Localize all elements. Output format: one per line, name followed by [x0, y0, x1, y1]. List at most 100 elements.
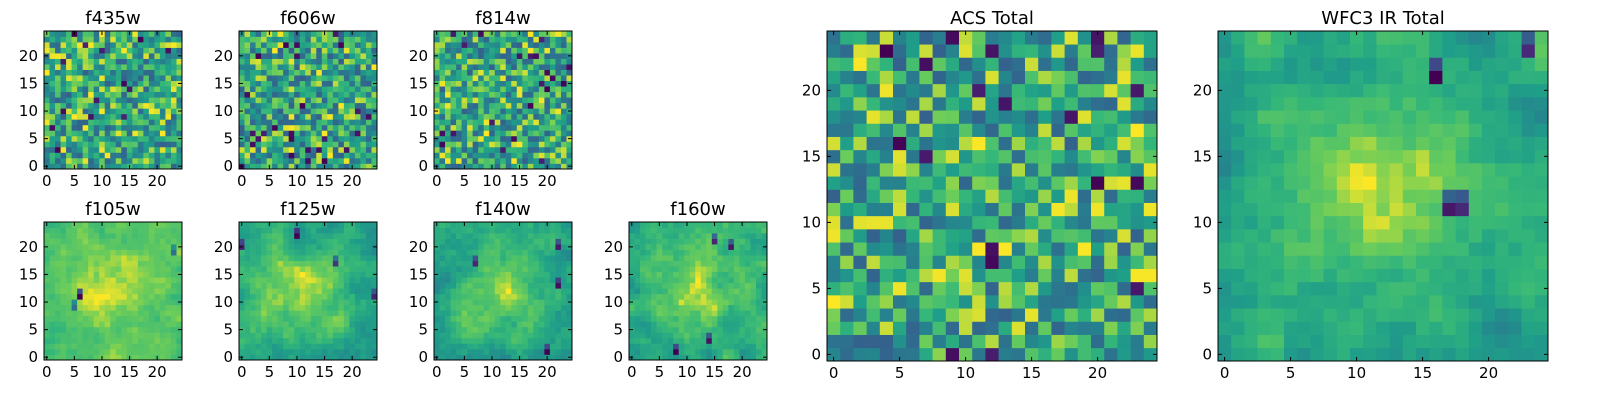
- heatmap-cell: [1051, 268, 1065, 283]
- heatmap-cell: [439, 119, 446, 126]
- heatmap-cell: [93, 293, 100, 300]
- heatmap-cell: [49, 299, 56, 306]
- heatmap-cell: [255, 53, 262, 59]
- heatmap-cell: [159, 304, 166, 311]
- heatmap-cell: [283, 321, 290, 328]
- heatmap-cell: [761, 255, 768, 261]
- heatmap-cell: [349, 53, 356, 59]
- heatmap-cell: [82, 222, 89, 228]
- heatmap-cell: [566, 249, 573, 256]
- heatmap-cell: [478, 163, 485, 170]
- heatmap-cell: [472, 58, 479, 65]
- heatmap-cell: [272, 238, 278, 245]
- heatmap-cell: [354, 86, 361, 93]
- heatmap-cell: [932, 202, 947, 217]
- heatmap-cell: [165, 58, 172, 65]
- heatmap-cell: [538, 348, 545, 355]
- heatmap-cell: [533, 304, 540, 311]
- heatmap-cell: [673, 238, 680, 245]
- heatmap-cell: [310, 321, 317, 328]
- heatmap-cell: [365, 119, 372, 126]
- heatmap-cell: [338, 97, 345, 104]
- heatmap-cell: [239, 293, 245, 300]
- heatmap-cell: [88, 222, 95, 228]
- heatmap-cell: [461, 80, 468, 87]
- heatmap-cell: [511, 86, 518, 93]
- heatmap-cell: [555, 58, 562, 65]
- heatmap-cell: [66, 304, 72, 311]
- heatmap-cell: [684, 260, 691, 267]
- heatmap-cell: [467, 108, 473, 115]
- heatmap-cell: [450, 321, 457, 328]
- heatmap-cell: [338, 244, 345, 250]
- heatmap-cell: [305, 113, 312, 120]
- heatmap-cell: [137, 102, 144, 109]
- heatmap-cell: [82, 282, 89, 289]
- heatmap-cell: [505, 227, 512, 234]
- heatmap-cell: [244, 332, 251, 339]
- heatmap-cell: [555, 36, 562, 43]
- heatmap-cell: [472, 288, 479, 295]
- heatmap-cell: [170, 288, 177, 295]
- heatmap-cell: [483, 354, 490, 361]
- heatmap-cell: [288, 277, 295, 284]
- heatmap-cell: [472, 304, 479, 311]
- heatmap-cell: [985, 229, 999, 243]
- heatmap-cell: [1011, 189, 1026, 203]
- heatmap-cell: [137, 249, 144, 256]
- heatmap-cell: [244, 255, 251, 261]
- heatmap-cell: [66, 80, 72, 87]
- heatmap-cell: [645, 337, 652, 344]
- heatmap-cell: [244, 146, 251, 153]
- heatmap-cell: [906, 268, 920, 283]
- heatmap-cell: [327, 80, 334, 87]
- heatmap-cell: [88, 233, 95, 239]
- heatmap-cell: [706, 271, 713, 278]
- heatmap-cell: [132, 91, 139, 98]
- heatmap-cell: [549, 75, 556, 82]
- heatmap-cell: [827, 255, 841, 269]
- heatmap-cell: [55, 293, 61, 300]
- heatmap-cell: [159, 249, 166, 256]
- y-tick-label: 0: [28, 157, 38, 175]
- heatmap-cell: [104, 260, 111, 267]
- heatmap-cell: [110, 332, 117, 339]
- heatmap-cell: [93, 266, 100, 273]
- heatmap-cell: [332, 36, 339, 43]
- heatmap-cell: [371, 321, 378, 328]
- heatmap-cell: [456, 288, 462, 295]
- heatmap-cell: [505, 31, 512, 37]
- heatmap-cell: [560, 255, 567, 261]
- heatmap-cell: [483, 326, 490, 333]
- heatmap-cell: [945, 321, 960, 335]
- heatmap-cell: [104, 97, 111, 104]
- heatmap-cell: [272, 58, 278, 65]
- heatmap-cell: [998, 229, 1013, 243]
- heatmap-cell: [472, 321, 479, 328]
- heatmap-cell: [354, 157, 361, 164]
- heatmap-cell: [494, 113, 501, 120]
- heatmap-cell: [1143, 163, 1158, 177]
- heatmap-cell: [170, 64, 177, 70]
- heatmap-cell: [527, 157, 534, 164]
- heatmap-cell: [689, 315, 696, 322]
- heatmap-cell: [1038, 189, 1052, 203]
- heatmap-cell: [700, 326, 707, 333]
- heatmap-cell: [261, 36, 267, 43]
- heatmap-cell: [266, 332, 273, 339]
- heatmap-cell: [711, 266, 718, 273]
- heatmap-cell: [60, 146, 67, 153]
- heatmap-cell: [629, 343, 635, 350]
- heatmap-cell: [55, 315, 61, 322]
- heatmap-cell: [143, 354, 150, 361]
- heatmap-cell: [761, 227, 768, 234]
- heatmap-cell: [651, 326, 657, 333]
- heatmap-cell: [165, 310, 172, 317]
- heatmap-cell: [115, 321, 122, 328]
- heatmap-cell: [500, 42, 507, 48]
- heatmap-cell: [60, 86, 67, 93]
- heatmap-cell: [277, 102, 284, 109]
- heatmap-cell: [288, 222, 295, 228]
- heatmap-cell: [840, 242, 854, 256]
